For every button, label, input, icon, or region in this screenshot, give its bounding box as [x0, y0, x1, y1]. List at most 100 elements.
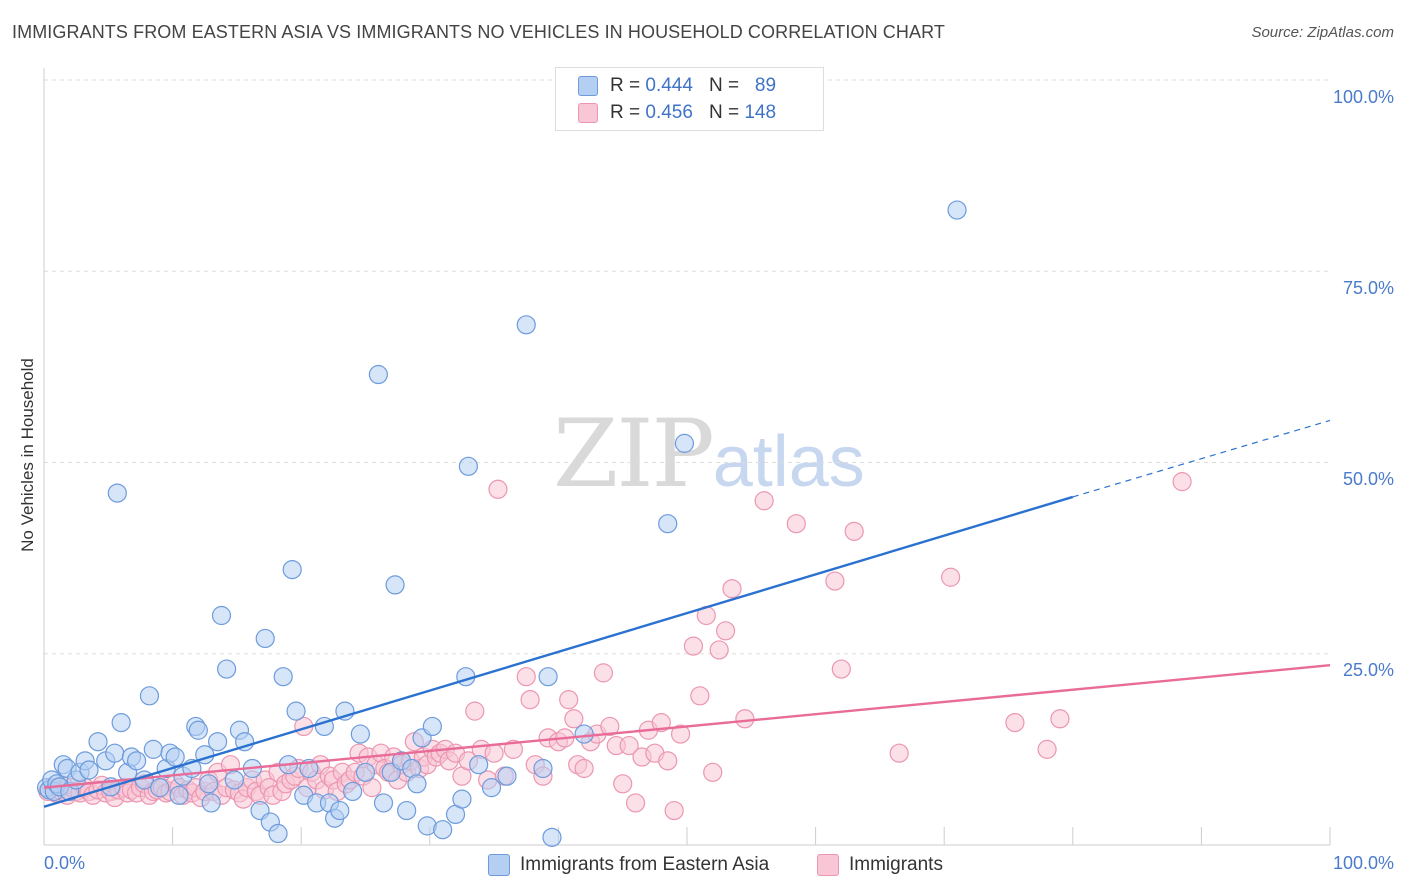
point-eastern-asia [368, 364, 388, 385]
y-tick-label-25: 25.0% [1342, 660, 1394, 680]
point-immigrants [786, 514, 806, 534]
point-eastern-asia [208, 732, 228, 752]
point-eastern-asia [88, 732, 108, 752]
point-immigrants [844, 521, 864, 541]
correlation-legend: R = 0.444 N = 89 R = 0.456 N = 148 [555, 67, 824, 131]
point-eastern-asia [282, 559, 302, 580]
point-eastern-asia [469, 755, 489, 775]
y-axis-label: No Vehicles in Household [18, 358, 37, 552]
legend-label-eastern-asia: Immigrants from Eastern Asia [520, 854, 770, 875]
point-immigrants [1050, 709, 1070, 729]
point-eastern-asia [574, 724, 594, 744]
point-eastern-asia [542, 827, 562, 847]
point-immigrants [715, 621, 736, 641]
point-eastern-asia [355, 762, 376, 782]
point-immigrants [889, 743, 909, 763]
point-immigrants [683, 636, 704, 656]
point-immigrants [613, 774, 633, 794]
point-immigrants [941, 567, 961, 587]
point-immigrants [1037, 739, 1057, 759]
point-eastern-asia [947, 200, 967, 220]
n-value-eastern-asia: 89 [754, 75, 777, 96]
point-immigrants [709, 640, 729, 660]
point-eastern-asia [407, 774, 427, 794]
legend-item-eastern-asia[interactable]: Immigrants from Eastern Asia [488, 852, 769, 878]
point-immigrants [484, 743, 504, 763]
trend-line-eastern-asia [43, 495, 1074, 808]
point-immigrants [625, 793, 646, 813]
r-label: R = [610, 75, 641, 96]
point-immigrants [593, 663, 614, 683]
point-eastern-asia [330, 800, 350, 821]
point-eastern-asia [268, 823, 288, 844]
point-immigrants [722, 579, 742, 599]
point-eastern-asia [105, 743, 125, 763]
point-eastern-asia [497, 766, 517, 786]
point-eastern-asia [350, 724, 370, 744]
point-eastern-asia [150, 778, 170, 798]
pink-swatch-icon [817, 854, 839, 876]
x-tick-label-min: 0.0% [44, 853, 86, 873]
point-eastern-asia [516, 315, 536, 335]
point-eastern-asia [433, 820, 453, 840]
watermark-zip: ZIP [553, 400, 715, 509]
point-eastern-asia [273, 667, 293, 687]
point-immigrants [564, 709, 584, 729]
point-immigrants [658, 751, 678, 771]
y-tick-label-100: 100.0% [1332, 87, 1394, 107]
point-immigrants [503, 739, 523, 759]
point-eastern-asia [458, 456, 478, 476]
n-value-immigrants: 148 [744, 102, 777, 123]
trend-extension-eastern-asia [1072, 419, 1331, 498]
point-immigrants [670, 724, 691, 744]
n-label: N = [708, 102, 740, 123]
x-tick-label-max: 100.0% [1332, 853, 1394, 873]
point-eastern-asia [481, 778, 502, 798]
point-immigrants [664, 800, 684, 821]
n-label: N = [708, 75, 740, 96]
point-immigrants [703, 762, 723, 782]
point-immigrants [1172, 472, 1192, 492]
point-eastern-asia [126, 751, 147, 771]
point-immigrants [825, 571, 845, 591]
point-eastern-asia [201, 793, 221, 813]
point-eastern-asia [188, 720, 208, 740]
pink-swatch-icon [578, 103, 598, 123]
point-eastern-asia [79, 760, 99, 780]
point-eastern-asia [674, 433, 695, 453]
point-immigrants [754, 491, 774, 511]
point-immigrants [831, 659, 851, 679]
point-eastern-asia [658, 514, 678, 534]
y-tick-label-75: 75.0% [1342, 278, 1394, 298]
point-eastern-asia [217, 659, 237, 679]
legend-row-eastern-asia: R = 0.444 N = 89 [578, 74, 776, 98]
point-eastern-asia [343, 781, 363, 802]
point-immigrants [735, 709, 755, 729]
point-eastern-asia [107, 483, 127, 503]
point-eastern-asia [111, 712, 131, 733]
point-eastern-asia [143, 739, 163, 759]
point-eastern-asia [255, 628, 275, 649]
point-immigrants [600, 716, 620, 737]
point-immigrants [574, 758, 594, 779]
r-value-eastern-asia: 0.444 [645, 75, 693, 96]
point-eastern-asia [139, 686, 160, 706]
blue-swatch-icon [488, 854, 510, 876]
point-eastern-asia [211, 605, 232, 626]
point-eastern-asia [397, 800, 417, 821]
trend-line-immigrants [43, 664, 1331, 789]
point-eastern-asia [422, 716, 442, 737]
y-tick-label-50: 50.0% [1342, 469, 1394, 489]
point-eastern-asia [385, 575, 405, 595]
point-eastern-asia [533, 758, 553, 779]
chart-title: IMMIGRANTS FROM EASTERN ASIA VS IMMIGRAN… [12, 22, 945, 42]
legend-item-immigrants[interactable]: Immigrants [817, 852, 943, 878]
point-immigrants [559, 690, 579, 710]
point-eastern-asia [373, 793, 394, 813]
r-value-immigrants: 0.456 [645, 102, 693, 123]
point-immigrants [516, 667, 536, 687]
point-immigrants [465, 701, 485, 721]
point-eastern-asia [199, 774, 219, 794]
point-eastern-asia [224, 770, 244, 790]
point-immigrants [488, 479, 508, 499]
